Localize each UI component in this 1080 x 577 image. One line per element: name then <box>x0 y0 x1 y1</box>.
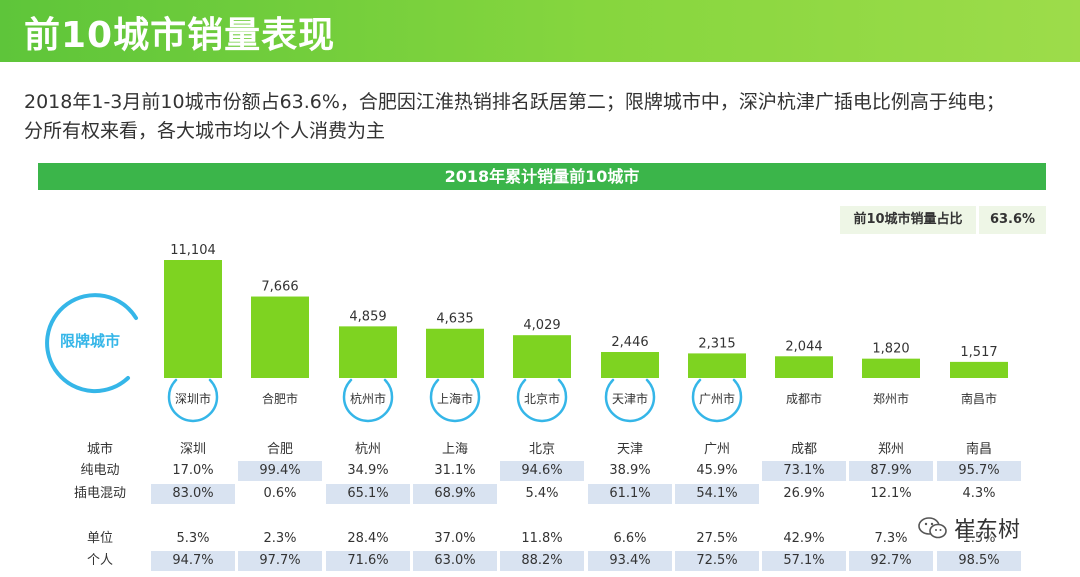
bar-value-label: 2,315 <box>698 336 735 351</box>
restricted-city-ring <box>342 378 394 423</box>
bar-7 <box>688 353 746 378</box>
share-value: 63.6% <box>979 206 1046 234</box>
city-tick-label: 南昌市 <box>961 391 997 406</box>
city-tick-label: 北京市 <box>524 391 560 406</box>
bar-5 <box>513 335 571 378</box>
bar-value-label: 4,635 <box>436 312 473 327</box>
city-tick-label: 合肥市 <box>262 391 298 406</box>
restricted-ring <box>45 293 138 394</box>
summary-text: 2018年1-3月前10城市份额占63.6%，合肥因江淮热销排名跃居第二；限牌城… <box>24 88 1074 146</box>
bar-value-label: 11,104 <box>170 243 216 258</box>
top10-share-box: 前10城市销量占比 63.6% <box>840 206 1046 234</box>
summary-line-1: 2018年1-3月前10城市份额占63.6%，合肥因江淮热销排名跃居第二；限牌城… <box>24 91 1005 113</box>
bar-value-label: 4,029 <box>523 318 560 333</box>
bar-8 <box>775 356 833 378</box>
bar-1 <box>164 260 222 378</box>
title-bar: 前10城市销量表现 <box>0 0 1080 62</box>
restricted-label: 限牌城市 <box>60 332 120 350</box>
restricted-city-ring <box>429 378 481 423</box>
city-tick-label: 天津市 <box>612 391 648 406</box>
bar-9 <box>862 358 920 378</box>
city-tick-label: 上海市 <box>437 391 473 406</box>
restricted-city-ring <box>691 378 743 423</box>
bar-10 <box>950 361 1008 378</box>
restricted-city-badge: 限牌城市 <box>45 293 138 394</box>
watermark: 崔东树 <box>918 512 1020 544</box>
bar-3 <box>339 326 397 378</box>
wechat-icon <box>918 517 947 539</box>
city-tick-label: 广州市 <box>699 391 735 406</box>
watermark-text: 崔东树 <box>954 518 1021 543</box>
share-label: 前10城市销量占比 <box>840 206 976 234</box>
bar-4 <box>426 328 484 378</box>
bar-value-label: 1,517 <box>960 345 997 360</box>
city-tick-label: 成都市 <box>786 391 822 406</box>
bar-2 <box>251 296 309 378</box>
city-tick-label: 杭州市 <box>350 391 386 406</box>
city-tick-label: 郑州市 <box>873 391 909 406</box>
restricted-city-ring <box>516 378 568 423</box>
bar-value-label: 2,446 <box>611 335 648 350</box>
restricted-city-ring <box>167 378 219 423</box>
bar-value-label: 2,044 <box>785 339 822 354</box>
bar-value-label: 7,666 <box>261 280 298 295</box>
bar-6 <box>601 352 659 378</box>
bar-value-label: 4,859 <box>349 309 386 324</box>
city-tick-label: 深圳市 <box>175 391 211 406</box>
bar-value-label: 1,820 <box>872 342 909 357</box>
restricted-city-ring <box>604 378 656 423</box>
page-title: 前10城市销量表现 <box>24 15 336 56</box>
summary-line-2: 分所有权来看，各大城市均以个人消费为主 <box>24 120 386 142</box>
chart-title-band: 2018年累计销量前10城市 <box>38 163 1046 190</box>
